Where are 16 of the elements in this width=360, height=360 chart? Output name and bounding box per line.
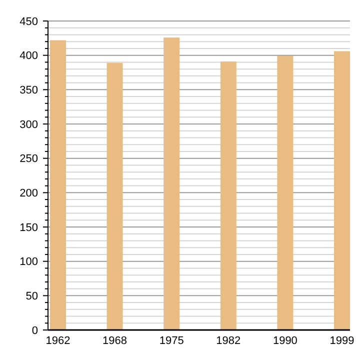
y-tick-label: 50 (26, 290, 38, 303)
y-tick-label: 450 (20, 16, 38, 28)
y-tick-label: 200 (20, 188, 38, 200)
y-tick-label: 250 (20, 153, 38, 166)
x-tick-label: 1975 (159, 335, 184, 347)
x-tick-label: 1990 (272, 335, 298, 347)
y-tick-label: 350 (20, 84, 38, 97)
y-tick-label: 300 (20, 118, 38, 131)
y-tick-label: 400 (20, 50, 38, 62)
x-tick-label: 1962 (46, 335, 70, 347)
x-tick-label: 1999 (330, 335, 354, 347)
x-tick-label: 1982 (216, 335, 241, 347)
y-tick-label: 100 (20, 256, 38, 268)
y-tick-label: 0 (32, 324, 38, 337)
x-tick-label: 1968 (102, 335, 128, 347)
y-tick-label: 150 (20, 222, 38, 234)
